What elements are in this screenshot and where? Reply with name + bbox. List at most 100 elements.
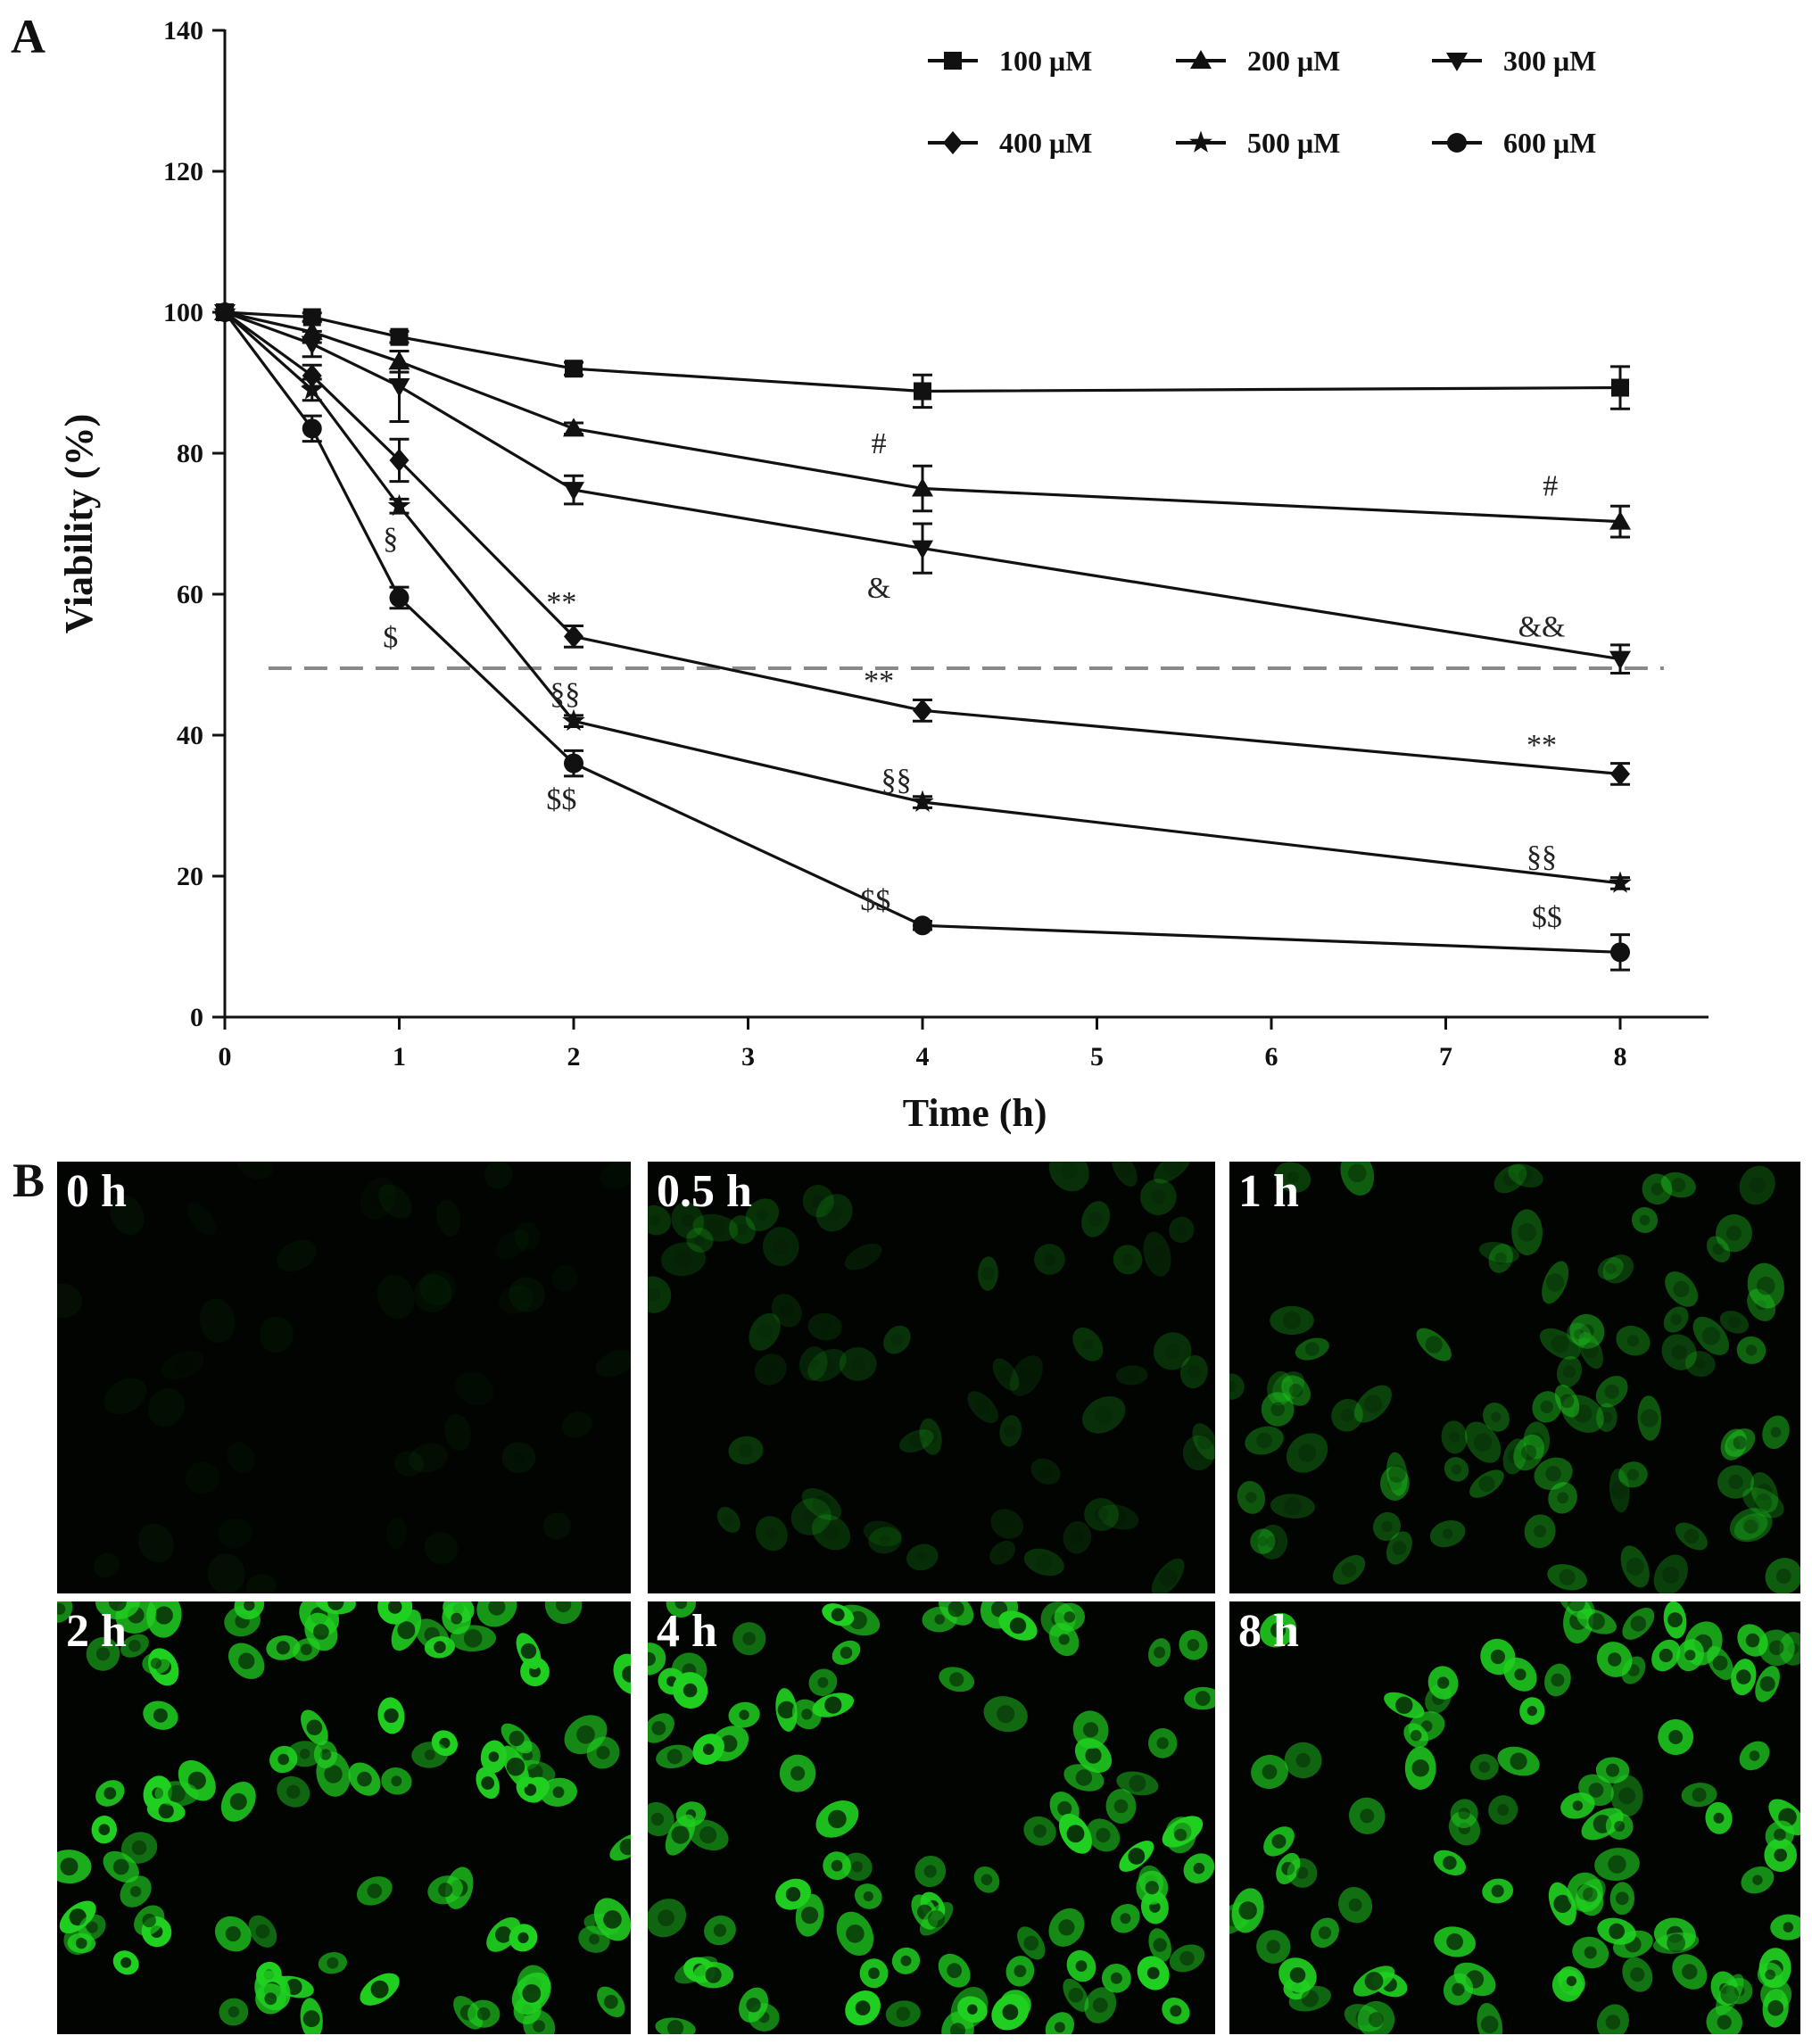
cell-nucleus xyxy=(1491,1884,1504,1898)
cell-nucleus xyxy=(603,1910,622,1929)
cell-nucleus xyxy=(112,1858,129,1875)
cell-nucleus xyxy=(218,1565,235,1582)
cell-nucleus xyxy=(1128,1848,1146,1865)
cell-nucleus xyxy=(1662,1566,1680,1584)
cell-field xyxy=(57,1162,631,1593)
cell-nucleus xyxy=(1720,1985,1739,2004)
cell-nucleus xyxy=(947,1601,964,1618)
cell-nucleus xyxy=(790,1766,806,1781)
cell-nucleus xyxy=(916,1552,928,1563)
cell-nucleus xyxy=(148,1535,164,1552)
cell-field xyxy=(648,1162,1215,1593)
cell-nucleus xyxy=(168,1784,186,1803)
cell-nucleus xyxy=(450,1425,466,1440)
cell xyxy=(1349,1797,1386,1834)
cell-nucleus xyxy=(667,2020,684,2034)
cell xyxy=(411,1742,449,1768)
cell-nucleus xyxy=(736,1223,749,1236)
cell xyxy=(1665,1271,1699,1307)
data-point xyxy=(913,915,932,936)
legend-label: 200 μM xyxy=(1247,45,1340,77)
cell-nucleus xyxy=(451,1612,463,1625)
cell-nucleus xyxy=(1110,1509,1127,1526)
x-tick-label: 0 xyxy=(219,1042,232,1072)
cell xyxy=(990,1509,1023,1539)
data-point xyxy=(913,699,932,723)
cell xyxy=(1539,1328,1581,1360)
cell-nucleus xyxy=(811,1194,825,1208)
cell-nucleus xyxy=(1478,1761,1491,1773)
cell xyxy=(246,1574,277,1593)
significance-mark: ** xyxy=(864,665,894,698)
cell xyxy=(600,1162,631,1189)
cell xyxy=(1115,1365,1148,1386)
cell-nucleus xyxy=(1572,1800,1584,1811)
cell xyxy=(1554,1385,1580,1418)
significance-mark: ** xyxy=(1527,729,1557,762)
cell-nucleus xyxy=(1615,1891,1629,1906)
cell-nucleus xyxy=(1298,1444,1317,1462)
cell-nucleus xyxy=(1113,1799,1129,1814)
cell-nucleus xyxy=(60,1858,79,1876)
cell-nucleus xyxy=(1125,1369,1138,1382)
cell-nucleus xyxy=(255,1580,268,1593)
cell-nucleus xyxy=(705,1966,722,1983)
cell xyxy=(277,1239,317,1272)
cell-nucleus xyxy=(1273,1381,1287,1395)
cell xyxy=(1153,1162,1192,1184)
cell-nucleus xyxy=(420,1450,436,1466)
cell-nucleus xyxy=(1245,1492,1257,1503)
cell-nucleus xyxy=(1606,1763,1620,1777)
cell-nucleus xyxy=(277,1753,289,1766)
cell-nucleus xyxy=(387,1601,402,1614)
cell-nucleus xyxy=(671,1825,690,1844)
cell xyxy=(1464,1421,1502,1463)
cell-nucleus xyxy=(1094,1405,1113,1425)
data-point xyxy=(215,302,235,322)
cell-nucleus xyxy=(1458,1808,1470,1820)
cell xyxy=(57,1283,83,1319)
cell-nucleus xyxy=(974,1399,991,1415)
cell xyxy=(1637,1395,1662,1441)
cell-nucleus xyxy=(1083,1722,1099,1738)
significance-mark: §§ xyxy=(550,677,580,710)
cell-nucleus xyxy=(1583,1887,1598,1902)
cell-nucleus xyxy=(1348,1898,1362,1912)
cell-nucleus xyxy=(649,1214,661,1227)
cell-nucleus xyxy=(1387,1477,1402,1491)
cell xyxy=(1513,1434,1544,1471)
cell-nucleus xyxy=(818,1356,836,1374)
legend-label: 600 μM xyxy=(1503,127,1596,159)
cell xyxy=(1493,1164,1527,1194)
cell-nucleus xyxy=(818,1320,832,1334)
cell xyxy=(716,1506,741,1533)
cell xyxy=(1332,1555,1366,1585)
legend-label: 500 μM xyxy=(1247,127,1340,159)
cell xyxy=(1469,1753,1499,1781)
cell xyxy=(1483,1403,1510,1432)
cell xyxy=(509,1277,545,1312)
data-point xyxy=(562,708,585,732)
cell-nucleus xyxy=(302,2010,320,2028)
cell-nucleus xyxy=(1092,1998,1108,2013)
cell-nucleus xyxy=(1164,1343,1180,1359)
cell-nucleus xyxy=(840,1646,853,1659)
cell-nucleus xyxy=(1017,1367,1036,1385)
x-tick-label: 7 xyxy=(1439,1042,1452,1072)
cell-nucleus xyxy=(801,1709,813,1720)
cell xyxy=(1508,1163,1543,1188)
cell-nucleus xyxy=(1369,2012,1384,2028)
cell-nucleus xyxy=(1726,1225,1742,1241)
cell xyxy=(1169,1216,1195,1244)
cell-nucleus xyxy=(533,2020,545,2032)
y-tick-label: 120 xyxy=(163,157,203,186)
cell-nucleus xyxy=(1256,1432,1272,1449)
cell xyxy=(1081,1201,1111,1237)
series-300-uM xyxy=(214,304,1631,674)
cell-nucleus xyxy=(467,1381,483,1397)
cell-nucleus xyxy=(327,1601,344,1610)
cell-nucleus xyxy=(1071,1530,1084,1544)
cell xyxy=(863,1520,902,1547)
cell-nucleus xyxy=(1604,1384,1619,1399)
panel-b-label: B xyxy=(12,1154,46,1207)
